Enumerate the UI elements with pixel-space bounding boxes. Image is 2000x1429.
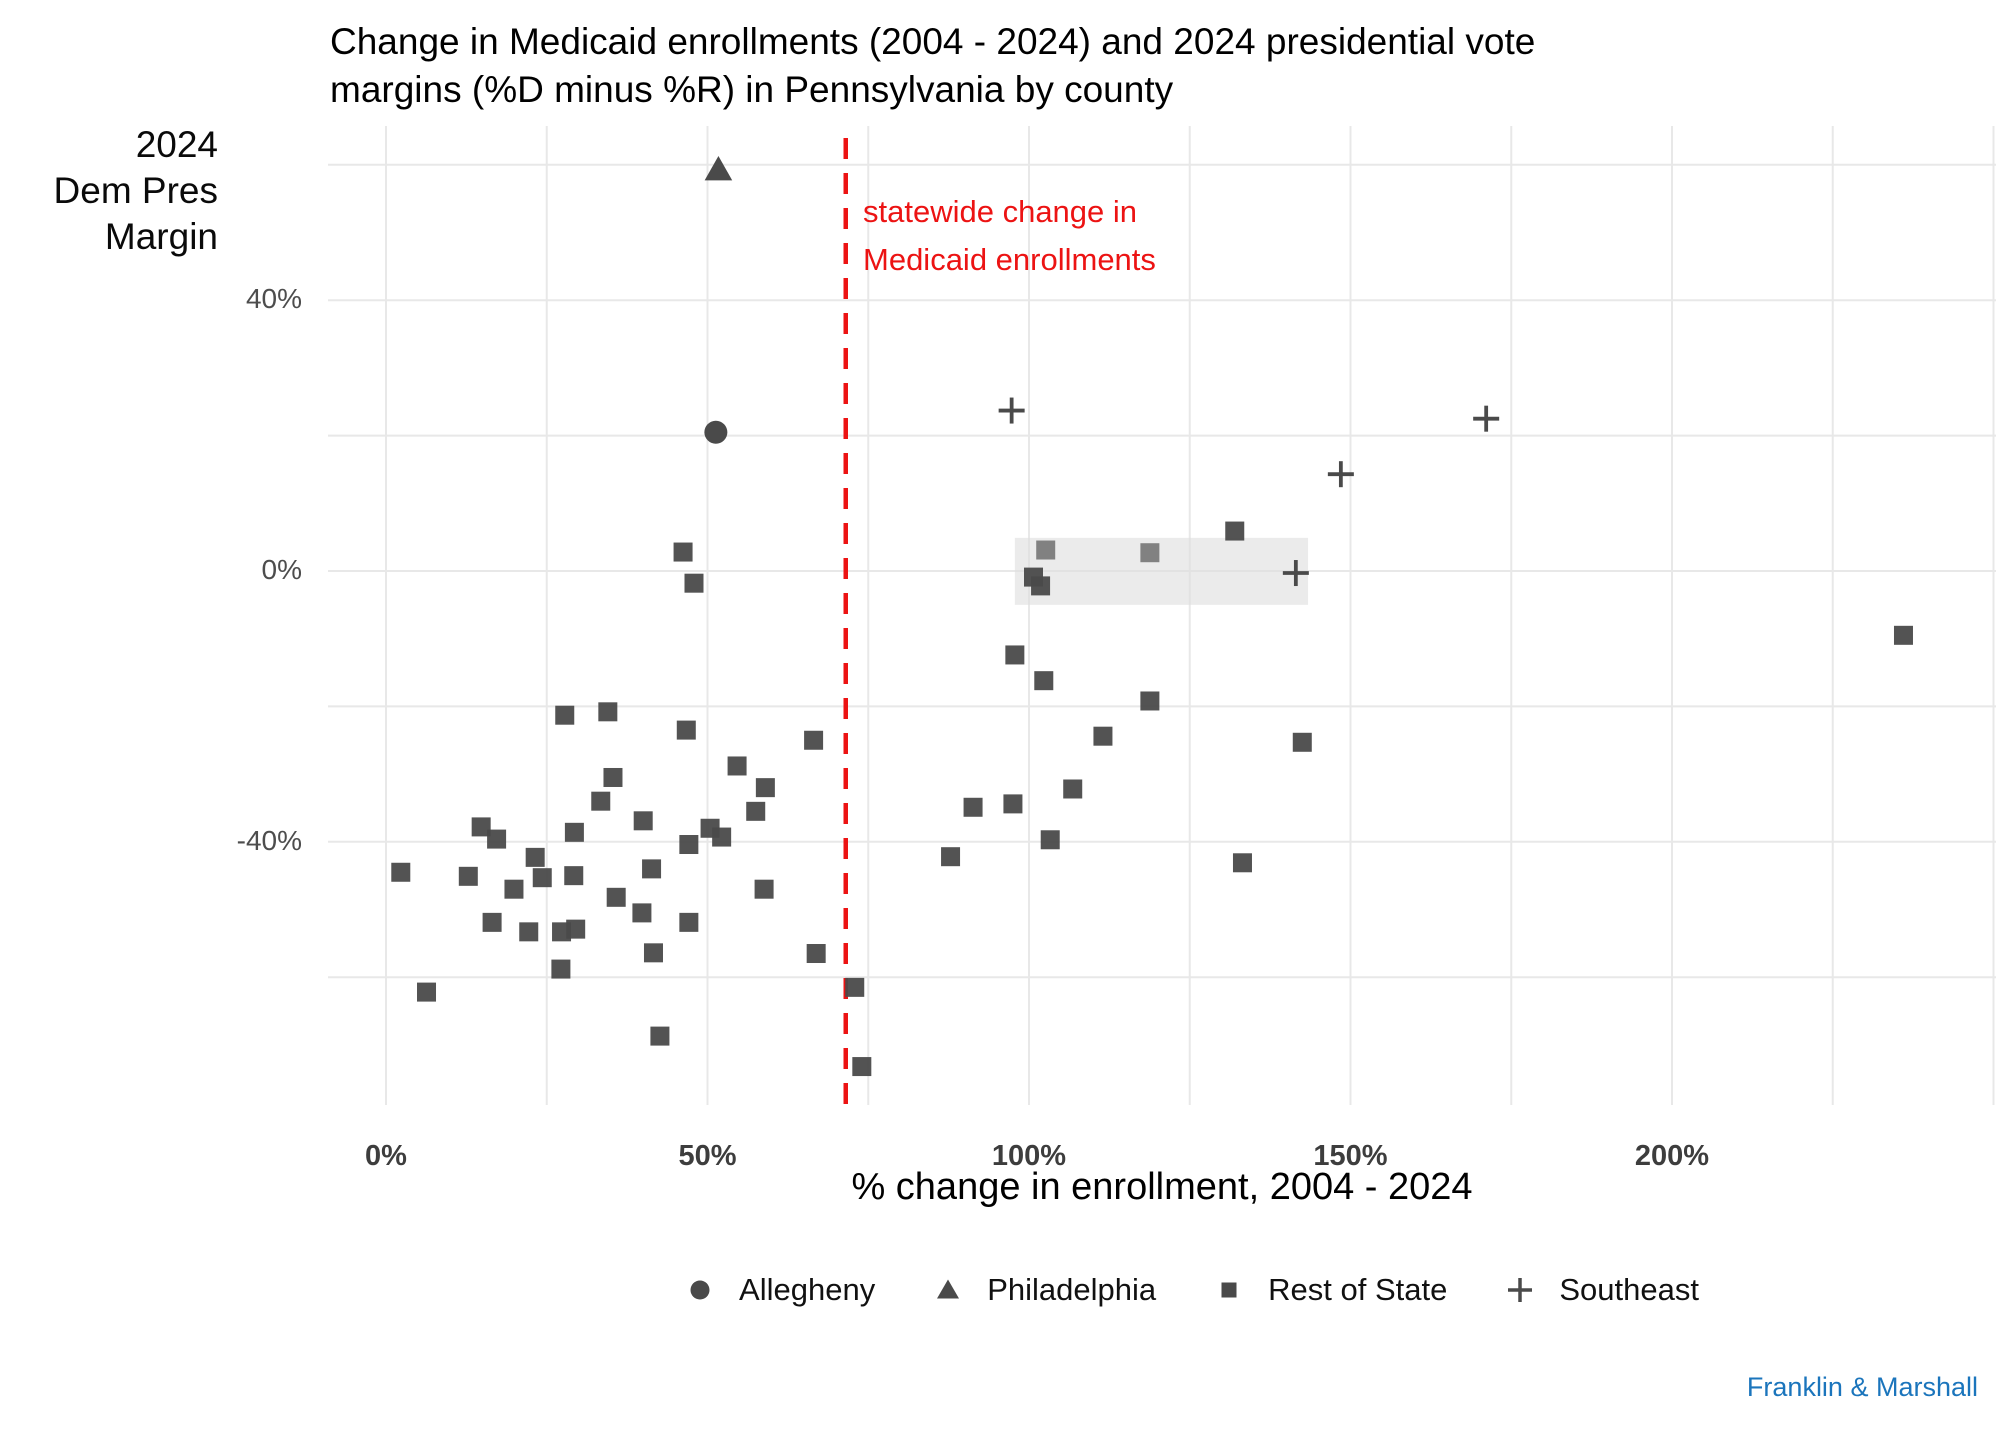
- data-point-square: [1034, 671, 1054, 691]
- legend-item-southeast: Southeast: [1503, 1272, 1699, 1308]
- legend-label: Philadelphia: [987, 1272, 1157, 1307]
- data-point-square: [1232, 853, 1252, 873]
- data-point-square: [679, 835, 699, 855]
- data-point-square: [746, 801, 766, 821]
- data-point-square: [603, 767, 623, 787]
- data-point-square: [566, 919, 586, 939]
- x-tick-label: 100%: [991, 1140, 1067, 1172]
- data-point-square: [1093, 726, 1113, 746]
- data-point-square: [504, 879, 524, 899]
- data-point-square: [941, 847, 961, 867]
- data-point-square: [525, 847, 545, 867]
- brand-footer: Franklin & Marshall: [1746, 1372, 1978, 1402]
- legend: Allegheny Philadelphia Rest of State Southe…: [386, 1272, 1996, 1308]
- data-point-square: [806, 944, 826, 964]
- data-point-square: [676, 720, 696, 740]
- data-point-square: [551, 959, 571, 979]
- chart-title: Change in Medicaid enrollments (2004 - 2…: [330, 18, 1535, 114]
- vline-annotation: statewide change in Medicaid enrollments: [863, 188, 1156, 284]
- data-point-square: [643, 943, 663, 963]
- data-point-triangle: [704, 156, 733, 181]
- x-tick-label: 50%: [678, 1140, 737, 1172]
- data-point-square: [519, 922, 539, 942]
- legend-circle-icon: [690, 1280, 710, 1300]
- legend-label: Allegheny: [739, 1272, 876, 1307]
- data-point-square: [564, 866, 584, 886]
- x-tick-label: 200%: [1634, 1140, 1710, 1172]
- data-point-square: [633, 811, 653, 831]
- data-point-square: [1031, 576, 1051, 596]
- data-point-square: [1140, 543, 1160, 563]
- legend-square-icon: [1221, 1282, 1237, 1298]
- data-point-square: [679, 912, 699, 932]
- data-point-square: [598, 702, 618, 722]
- highlight-band: [1014, 537, 1309, 605]
- legend-label: Southeast: [1559, 1272, 1699, 1307]
- legend-triangle-icon: [937, 1279, 960, 1299]
- data-point-square: [684, 573, 704, 593]
- y-axis-title: 2024 Dem Pres Margin: [0, 122, 218, 260]
- data-point-circle: [704, 420, 728, 444]
- legend-item-philadelphia: Philadelphia: [931, 1272, 1156, 1308]
- data-point-square: [632, 903, 652, 923]
- data-point-square: [1005, 645, 1025, 665]
- data-point-square: [471, 817, 491, 837]
- data-point-square: [852, 1057, 872, 1077]
- chart-title-line2: margins (%D minus %R) in Pennsylvania by…: [330, 69, 1174, 110]
- data-point-square: [727, 756, 747, 776]
- data-point-square: [673, 542, 693, 562]
- data-point-square: [963, 797, 983, 817]
- data-point-square: [755, 778, 775, 798]
- data-point-square: [564, 822, 584, 842]
- data-point-square: [712, 827, 732, 847]
- data-point-square: [642, 859, 662, 879]
- x-axis-title: % change in enrollment, 2004 - 2024: [851, 1166, 1473, 1208]
- y-axis-title-line3: Margin: [104, 216, 218, 257]
- vline-annotation-line2: Medicaid enrollments: [863, 242, 1156, 277]
- data-point-square: [487, 829, 507, 849]
- data-point-square: [1893, 625, 1913, 645]
- data-point-square: [458, 866, 478, 886]
- data-point-square: [1003, 794, 1023, 814]
- y-tick-label: 40%: [245, 283, 302, 315]
- chart-title-line1: Change in Medicaid enrollments (2004 - 2…: [330, 21, 1536, 62]
- data-point-square: [591, 791, 611, 811]
- data-point-square: [1040, 830, 1060, 850]
- data-point-square: [804, 730, 824, 750]
- data-point-square: [650, 1026, 670, 1046]
- data-point-square: [1140, 691, 1160, 711]
- legend-item-rest-of-state: Rest of State: [1212, 1272, 1447, 1308]
- data-point-square: [1036, 540, 1056, 560]
- y-tick-label: 0%: [261, 554, 302, 585]
- legend-plus-icon: [1508, 1278, 1533, 1302]
- vline-annotation-line1: statewide change in: [863, 194, 1138, 229]
- x-tick-label: 0%: [365, 1140, 407, 1172]
- x-tick-label: 150%: [1313, 1140, 1388, 1172]
- data-point-square: [391, 862, 411, 882]
- y-axis-title-line2: Dem Pres: [53, 170, 218, 211]
- data-point-square: [532, 868, 552, 888]
- y-tick-label: -40%: [236, 824, 302, 856]
- data-point-square: [482, 912, 502, 932]
- data-point-square: [555, 705, 575, 725]
- data-point-square: [417, 982, 437, 1002]
- data-point-square: [845, 977, 865, 997]
- legend-item-allegheny: Allegheny: [683, 1272, 875, 1308]
- data-point-square: [754, 879, 774, 899]
- data-point-square: [606, 887, 626, 907]
- data-point-square: [1063, 779, 1083, 799]
- data-point-square: [1292, 732, 1312, 752]
- legend-label: Rest of State: [1268, 1272, 1448, 1307]
- data-point-square: [1225, 521, 1245, 541]
- y-axis-title-line1: 2024: [135, 124, 218, 165]
